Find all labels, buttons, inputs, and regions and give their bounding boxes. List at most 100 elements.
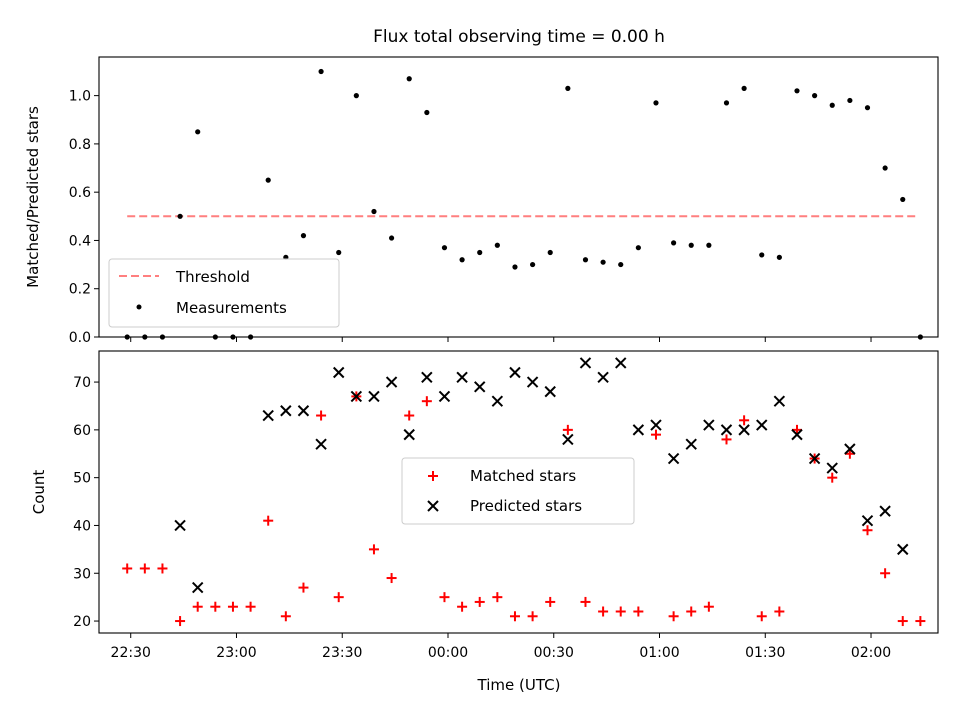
count-y-tick-label: 50 [73, 471, 91, 487]
count-y-axis-label: Count [30, 470, 48, 515]
matched-legend-label: Matched stars [470, 467, 576, 485]
matched-star-point [562, 424, 573, 435]
matched-star-point [404, 410, 415, 421]
measurement-point [847, 97, 853, 104]
matched-star-point [580, 596, 591, 607]
matched-star-point [844, 448, 855, 459]
matched-star-point [439, 592, 450, 603]
count-x-tick-label: 02:00 [851, 645, 891, 661]
predicted-star-point [562, 433, 574, 446]
predicted-star-point [861, 514, 874, 527]
matched-star-point [527, 611, 538, 622]
predicted-star-point [756, 419, 768, 431]
count-x-tick-label: 01:00 [639, 645, 679, 661]
count-y-tick-label: 60 [73, 423, 91, 439]
matched-star-point [774, 606, 785, 617]
matched-star-point [192, 601, 203, 612]
matched-star-point [421, 396, 432, 407]
measurement-point [723, 100, 730, 106]
matched-star-point [615, 606, 626, 617]
measurement-point [582, 257, 589, 263]
ratio-y-axis: 0.0 0.2 0.4 0.6 0.8 1.0 [69, 89, 99, 346]
predicted-star-point [667, 452, 680, 465]
matched-star-point [915, 616, 926, 627]
x-axis-label: Time (UTC) [477, 676, 561, 694]
count-x-tick-label: 00:30 [534, 645, 574, 661]
measurement-point [600, 259, 606, 265]
predicted-star-point [650, 419, 662, 431]
matched-star-point [791, 424, 802, 435]
ratio-x-ticks [130, 337, 872, 342]
predicted-star-point [403, 428, 415, 441]
predicted-star-point [350, 390, 363, 403]
matched-star-point [650, 429, 661, 440]
measurement-point [706, 242, 712, 248]
matched-star-point [897, 616, 908, 627]
predicted-star-point [280, 405, 292, 417]
predicted-legend-label: Predicted stars [470, 497, 582, 515]
ratio-y-tick-label: 0.8 [69, 137, 91, 153]
measurement-point [177, 213, 183, 219]
matched-star-point [457, 601, 468, 612]
measurement-point [388, 235, 395, 241]
predicted-star-point [879, 505, 891, 517]
measurement-point [530, 261, 536, 268]
predicted-star-point [632, 424, 645, 436]
measurement-point [300, 233, 307, 239]
predicted-star-point [385, 376, 398, 388]
predicted-star-point [526, 376, 539, 388]
matched-star-point [509, 611, 520, 622]
ratio-legend: Threshold Measurements [108, 258, 340, 328]
measurement-point [424, 109, 430, 116]
measurement-point [741, 85, 747, 91]
matched-star-point [633, 606, 644, 617]
measurement-point [882, 165, 888, 171]
ratio-y-axis-label: Matched/Predicted stars [24, 106, 42, 288]
count-y-tick-label: 20 [73, 614, 91, 630]
ratio-y-tick-label: 0.4 [69, 233, 91, 249]
matched-star-point [721, 434, 732, 445]
measurement-point [318, 68, 324, 75]
matched-star-point [316, 410, 327, 421]
predicted-star-point [333, 366, 345, 379]
measurement-point [459, 257, 465, 263]
count-y-tick-label: 70 [73, 375, 91, 391]
measurement-point [759, 252, 765, 258]
measurement-point [688, 242, 694, 248]
ratio-panel: 0.0 0.2 0.4 0.6 0.8 1.0 Matched/Predicted sta… [24, 56, 939, 346]
count-x-tick-label: 01:30 [745, 645, 785, 661]
ratio-y-tick-label: 0.2 [69, 282, 91, 298]
count-y-axis: 20 30 40 50 60 70 [73, 375, 99, 630]
predicted-star-point [615, 357, 627, 369]
measurement-point [336, 249, 342, 256]
matched-star-point [386, 573, 397, 584]
count-x-tick-label: 22:30 [111, 645, 151, 661]
matched-star-point [862, 525, 873, 536]
count-panel-frame [98, 350, 939, 634]
count-y-tick-label: 40 [73, 518, 91, 534]
matched-star-point [210, 601, 221, 612]
measurement-point [494, 242, 500, 248]
predicted-star-point [544, 385, 556, 398]
matched-star-point [139, 563, 150, 574]
measurement-point [353, 93, 359, 99]
predicted-legend-swatch [427, 500, 439, 512]
measurement-point [195, 129, 201, 135]
matched-star-point [245, 601, 256, 612]
matched-star-point [157, 563, 168, 574]
measurements-legend-label: Measurements [176, 299, 287, 317]
ratio-y-tick-label: 1.0 [69, 89, 91, 105]
predicted-star-point [844, 443, 856, 455]
count-y-tick-label: 30 [73, 566, 91, 582]
predicted-star-point [438, 390, 451, 403]
predicted-star-point [897, 543, 909, 556]
count-legend-box [401, 457, 635, 525]
ratio-legend-box [108, 258, 340, 328]
count-panel: 22:30 23:00 23:30 00:00 00:30 01:00 01:30 02:00… [30, 350, 939, 694]
matched-star-point [880, 568, 891, 579]
threshold-legend-label: Threshold [175, 268, 250, 286]
predicted-star-point [791, 428, 803, 441]
chart-title: Flux total observing time = 0.00 h [373, 27, 665, 47]
predicted-star-point [720, 424, 733, 436]
